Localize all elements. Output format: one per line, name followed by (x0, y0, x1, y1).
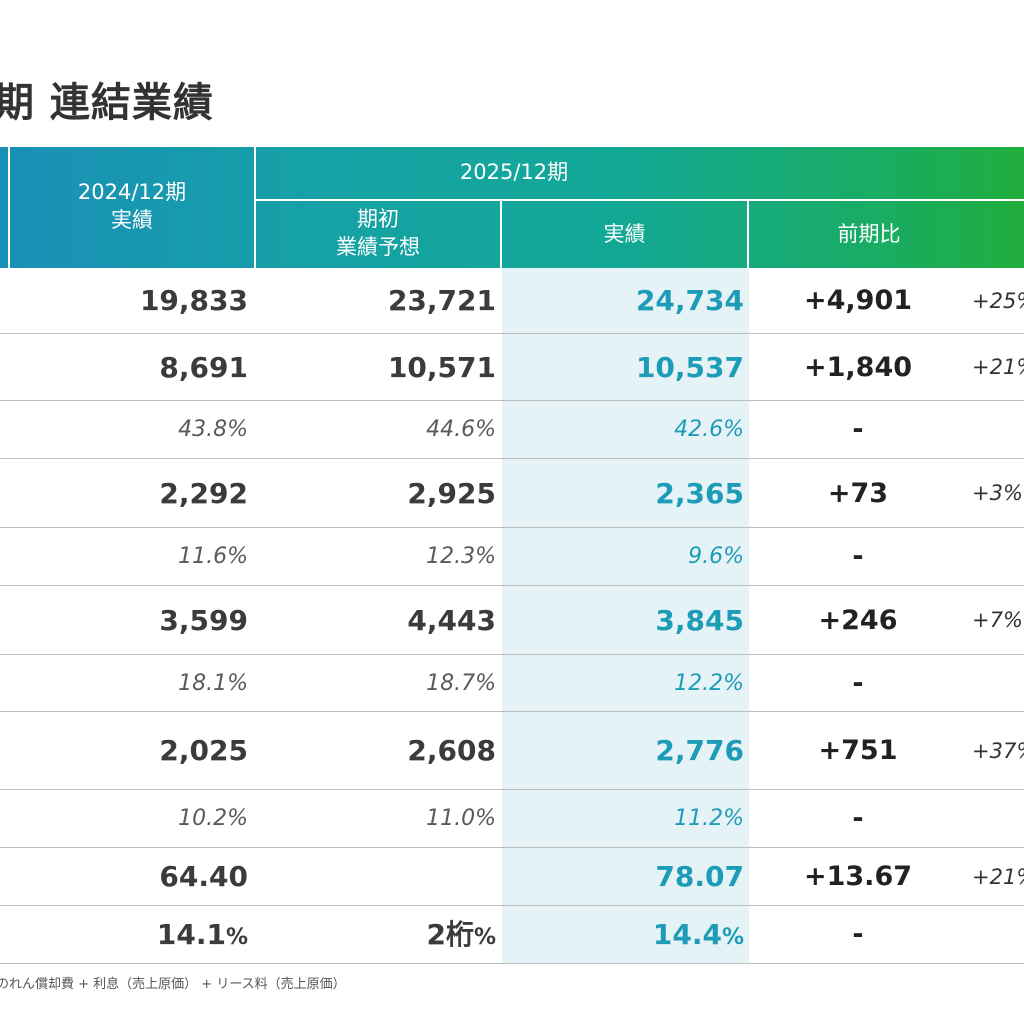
actual-cell: 2,365 (655, 477, 744, 510)
prev-cell: 14.1% (156, 918, 248, 951)
header-2025-group: 2025/12期 (459, 160, 569, 184)
unit-suffix: % (225, 925, 248, 950)
diff-cell: - (852, 919, 864, 950)
actual-cell: 12.2% (674, 671, 744, 696)
forecast-cell (256, 848, 496, 906)
actual-cell: 10,537 (635, 351, 744, 384)
prev-cell: 8,691 (159, 351, 248, 384)
row-separator (0, 400, 1024, 401)
row-separator (0, 963, 1024, 964)
forecast-cell: 44.6% (426, 417, 496, 442)
prev-cell: 19,833 (139, 284, 248, 317)
row-separator (0, 333, 1024, 334)
diff-cell: - (852, 541, 864, 572)
actual-cell: 11.2% (674, 806, 744, 831)
diff-cell: +1,840 (803, 352, 913, 383)
header-divider (254, 147, 256, 268)
forecast-cell: 2,925 (407, 477, 496, 510)
page-title: 期 連結業績 (0, 80, 214, 126)
row-separator (0, 847, 1024, 848)
rate-cell: +3% (972, 481, 1023, 505)
actual-cell: 24,734 (635, 284, 744, 317)
actual-cell: 42.6% (674, 417, 744, 442)
diff-cell: - (852, 668, 864, 699)
forecast-cell: 4,443 (407, 604, 496, 637)
forecast-cell: 2桁% (426, 918, 496, 951)
forecast-cell: 2,608 (407, 734, 496, 767)
header-actual: 実績 (603, 222, 646, 246)
header-divider (500, 199, 502, 268)
diff-cell: +751 (818, 735, 898, 766)
forecast-cell: 12.3% (426, 544, 496, 569)
prev-cell: 43.8% (178, 417, 248, 442)
forecast-cell: 10,571 (387, 351, 496, 384)
highlight-actual-column (502, 268, 749, 964)
diff-cell: - (852, 803, 864, 834)
row-separator (0, 905, 1024, 906)
diff-cell: - (852, 414, 864, 445)
row-separator (0, 458, 1024, 459)
forecast-cell: 11.0% (426, 806, 496, 831)
row-separator (0, 654, 1024, 655)
row-separator (0, 789, 1024, 790)
header-prev-actual: 2024/12期 実績 (77, 180, 187, 232)
diff-cell: +73 (827, 478, 889, 509)
rate-cell: +7% (972, 608, 1023, 632)
unit-suffix: % (473, 925, 496, 950)
header-forecast: 期初 業績予想 (336, 207, 420, 259)
prev-cell: 64.40 (159, 860, 248, 893)
header-divider (254, 199, 1024, 201)
prev-cell: 3,599 (159, 604, 248, 637)
actual-cell: 14.4% (652, 918, 744, 951)
rate-cell: +25% (972, 289, 1024, 313)
row-separator (0, 711, 1024, 712)
rate-cell: +21% (972, 865, 1024, 889)
header-divider (747, 199, 749, 268)
diff-cell: +246 (818, 605, 898, 636)
rate-cell: +21% (972, 355, 1024, 379)
row-separator (0, 585, 1024, 586)
rate-cell: +37% (972, 739, 1024, 763)
row-separator (0, 527, 1024, 528)
footnote: のれん償却費 + 利息（売上原価） + リース料（売上原価） (0, 977, 346, 992)
actual-cell: 3,845 (655, 604, 744, 637)
forecast-cell: 23,721 (387, 284, 496, 317)
actual-cell: 9.6% (688, 544, 744, 569)
actual-cell: 78.07 (655, 860, 744, 893)
prev-cell: 2,025 (159, 734, 248, 767)
prev-cell: 11.6% (178, 544, 248, 569)
prev-cell: 2,292 (159, 477, 248, 510)
table-header (0, 147, 1024, 268)
prev-cell: 18.1% (178, 671, 248, 696)
header-divider (8, 147, 10, 268)
diff-cell: +13.67 (803, 861, 913, 892)
actual-cell: 2,776 (655, 734, 744, 767)
forecast-cell: 18.7% (426, 671, 496, 696)
unit-suffix: % (721, 925, 744, 950)
header-yoy: 前期比 (837, 222, 901, 246)
diff-cell: +4,901 (803, 285, 913, 316)
prev-cell: 10.2% (178, 806, 248, 831)
